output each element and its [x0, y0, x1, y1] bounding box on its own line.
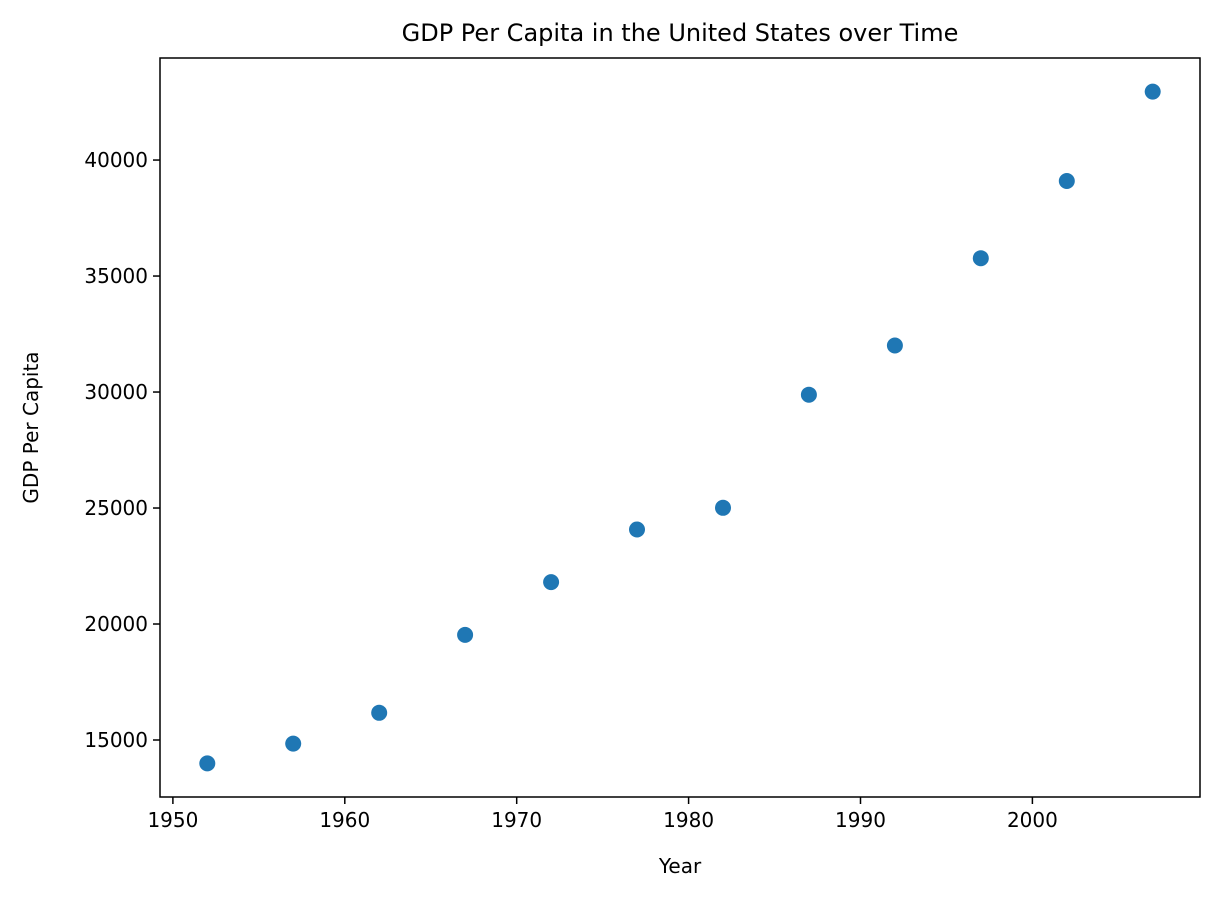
x-tick-label: 1960 — [319, 808, 370, 832]
data-point — [543, 574, 560, 591]
data-point — [800, 386, 817, 403]
data-point — [715, 499, 731, 516]
y-tick-label: 35000 — [84, 264, 148, 288]
data-point — [371, 704, 388, 721]
y-tick-label: 40000 — [84, 148, 148, 172]
y-axis-label: GDP Per Capita — [19, 351, 43, 503]
data-point — [1058, 173, 1075, 189]
x-tick-label: 1980 — [663, 808, 714, 832]
plot-area: 1950 1960 1970 1980 1990 2000 15000 20000 25000… — [84, 57, 1201, 832]
x-axis-ticks: 1950 1960 1970 1980 1990 2000 — [147, 797, 1058, 832]
data-point — [972, 250, 989, 267]
data-points — [199, 83, 1161, 772]
y-tick-label: 30000 — [84, 380, 148, 404]
data-point — [199, 755, 216, 772]
y-tick-label: 25000 — [84, 496, 148, 520]
x-tick-label: 1990 — [835, 808, 886, 832]
x-tick-label: 1970 — [491, 808, 542, 832]
chart-title: GDP Per Capita in the United States over… — [402, 19, 959, 47]
data-point — [886, 337, 903, 354]
x-axis-label: Year — [658, 854, 702, 878]
axes-frame — [159, 57, 1201, 798]
y-tick-label: 20000 — [84, 612, 148, 636]
y-tick-label: 15000 — [84, 728, 148, 752]
data-point — [457, 626, 474, 643]
data-point — [629, 521, 645, 538]
data-point — [285, 735, 302, 752]
x-tick-label: 1950 — [147, 808, 198, 832]
data-point — [1144, 83, 1161, 100]
x-tick-label: 2000 — [1007, 808, 1058, 832]
y-axis-ticks: 15000 20000 25000 30000 35000 40000 — [84, 148, 160, 752]
